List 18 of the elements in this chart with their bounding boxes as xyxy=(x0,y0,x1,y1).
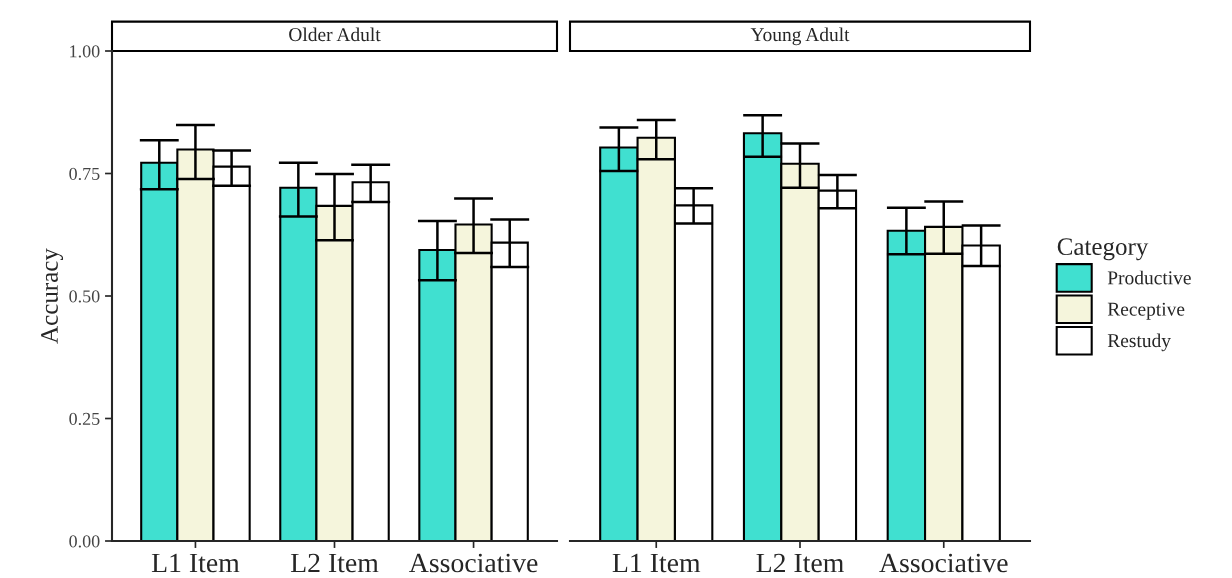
x-tick-label: Associative xyxy=(879,553,1008,573)
x-tick-label: Associative xyxy=(409,553,538,573)
x-tick-label: L2 Item xyxy=(756,553,844,573)
x-tick-label: L1 Item xyxy=(151,553,240,573)
x-tick-label: L1 Item xyxy=(612,553,701,573)
chart-title: Older Adult xyxy=(289,27,381,42)
legend-label: Productive xyxy=(1107,270,1191,285)
legend-title: Category xyxy=(1057,238,1149,261)
y-axis-title: Accuracy xyxy=(41,248,64,344)
y-tick-label: 0.50 xyxy=(69,290,100,303)
chart-title: Young Adult xyxy=(750,27,850,46)
y-tick-label: 0.75 xyxy=(69,167,100,181)
y-tick-label: 1.00 xyxy=(70,45,100,58)
legend-label: Restudy xyxy=(1107,333,1171,352)
legend-label: Receptive xyxy=(1107,302,1185,320)
y-tick-label: 0.00 xyxy=(69,535,100,548)
y-tick-label: 0.25 xyxy=(69,412,100,426)
x-tick-label: L2 Item xyxy=(290,553,379,573)
